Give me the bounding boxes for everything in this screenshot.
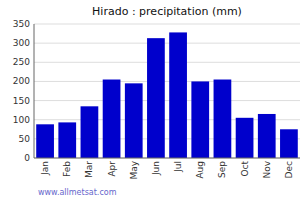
x-tick-label: Jul bbox=[173, 161, 183, 173]
y-tick-label: 300 bbox=[13, 38, 30, 48]
x-tick-label: Oct bbox=[240, 161, 250, 177]
grid-line bbox=[34, 43, 300, 44]
y-tick-label: 150 bbox=[13, 96, 30, 106]
y-tick-label: 200 bbox=[13, 76, 30, 86]
bar bbox=[125, 83, 143, 158]
title: Hirado : precipitation (mm) bbox=[92, 5, 242, 18]
grid-line bbox=[34, 24, 300, 25]
y-tick-label: 250 bbox=[13, 57, 30, 67]
grid-line bbox=[34, 62, 300, 63]
x-tick-label: Dec bbox=[284, 161, 294, 178]
bar bbox=[147, 38, 165, 158]
x-tick-label: Jan bbox=[40, 161, 50, 176]
x-tick-label: Aug bbox=[195, 161, 205, 179]
x-tick-label: Feb bbox=[62, 161, 72, 177]
y-tick-label: 350 bbox=[13, 19, 30, 29]
bar bbox=[280, 129, 298, 158]
y-tick-label: 100 bbox=[13, 115, 30, 125]
chart: 0 50 100 150 200 250 300 350 Jan Feb Mar Apr May Jun J… bbox=[0, 0, 306, 200]
x-tick-label: Nov bbox=[262, 160, 272, 178]
x-tick-label: Jun bbox=[151, 161, 161, 176]
bar bbox=[191, 81, 209, 158]
bar bbox=[103, 80, 121, 158]
x-tick-label: Sep bbox=[217, 161, 227, 178]
bar bbox=[236, 118, 254, 158]
bars bbox=[36, 32, 298, 158]
bar bbox=[36, 124, 54, 158]
grid-line bbox=[34, 81, 300, 82]
bar bbox=[169, 32, 187, 158]
y-axis bbox=[34, 24, 35, 158]
bar bbox=[214, 80, 232, 158]
bar bbox=[58, 122, 76, 158]
x-tick-label: Apr bbox=[107, 161, 117, 177]
y-tick-label: 0 bbox=[24, 153, 30, 163]
y-tick-label: 50 bbox=[19, 134, 31, 144]
bar bbox=[81, 106, 99, 158]
grid-line bbox=[34, 158, 300, 159]
x-tick-label: Mar bbox=[84, 161, 94, 178]
x-axis bbox=[34, 158, 300, 159]
grid-line bbox=[34, 100, 300, 101]
x-tick-label: May bbox=[129, 160, 139, 179]
annotation: www.allmetsat.com bbox=[38, 188, 117, 197]
bar bbox=[258, 114, 276, 158]
